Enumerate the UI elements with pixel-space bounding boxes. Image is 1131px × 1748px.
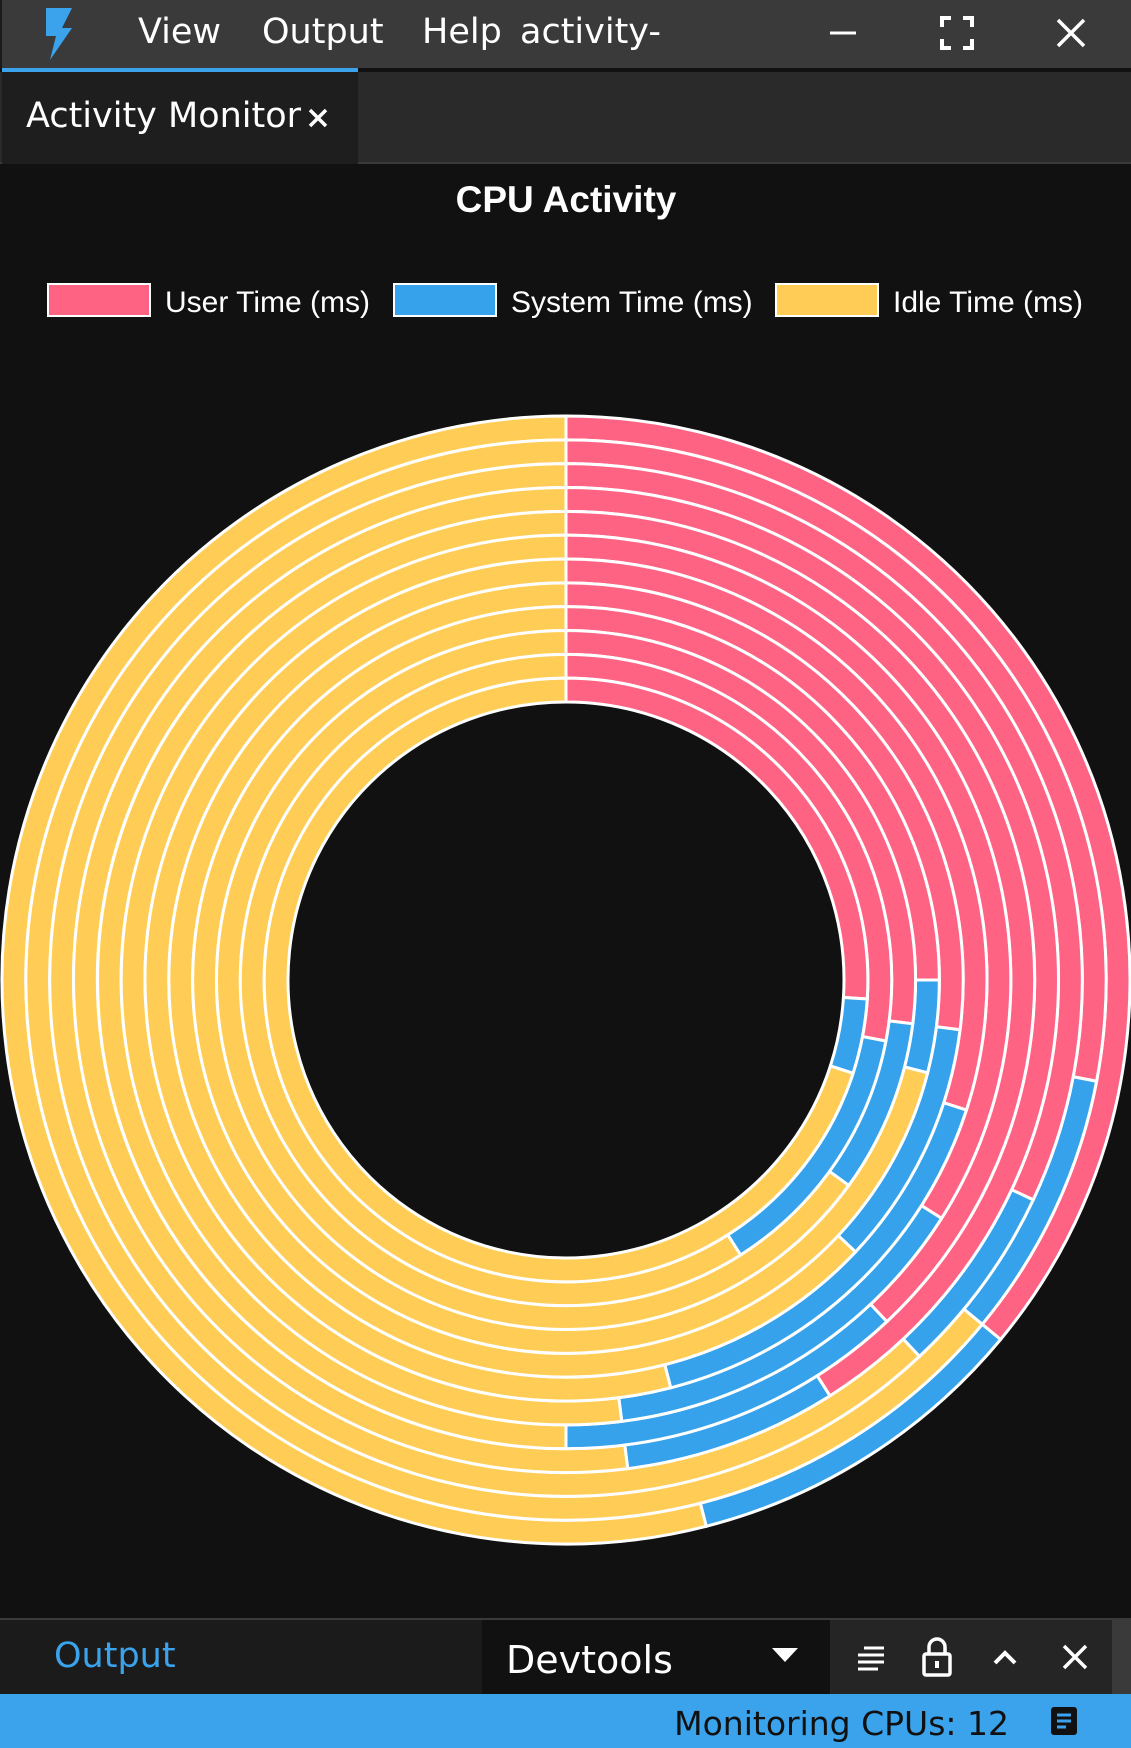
menu-view[interactable]: View — [138, 12, 222, 52]
maximize-panel-button[interactable] — [982, 1634, 1028, 1680]
minimize-icon — [830, 31, 856, 35]
menu-output[interactable]: Output — [262, 12, 384, 52]
chevron-down-icon — [772, 1648, 798, 1662]
close-icon — [1062, 1644, 1088, 1670]
legend-swatch-1[interactable] — [393, 283, 497, 317]
chart-title: CPU Activity — [456, 179, 677, 220]
legend-label-1[interactable]: System Time (ms) — [511, 286, 753, 319]
legend-swatch-0[interactable] — [47, 283, 151, 317]
lock-icon — [922, 1637, 952, 1677]
devtools-dropdown-label: Devtools — [506, 1638, 673, 1682]
tab-activity-monitor[interactable]: Activity Monitor — [2, 72, 358, 164]
chevron-up-icon — [993, 1650, 1017, 1665]
minimize-button[interactable] — [808, 6, 878, 62]
tab-close-button[interactable] — [300, 100, 336, 136]
panel-tab-output[interactable]: Output — [54, 1636, 176, 1676]
fullscreen-icon — [940, 16, 974, 50]
legend-label-0[interactable]: User Time (ms) — [165, 286, 370, 319]
chart-legend: User Time (ms) System Time (ms) Idle Time … — [47, 283, 1083, 319]
clear-output-button[interactable] — [848, 1634, 894, 1680]
close-icon — [1056, 18, 1086, 48]
panel-toolbar — [830, 1620, 1112, 1694]
devtools-dropdown[interactable]: Devtools — [482, 1620, 830, 1694]
maximize-button[interactable] — [922, 6, 992, 62]
panel-bar: Output Devtools — [0, 1618, 1131, 1694]
panel-scrollbar[interactable] — [1112, 1620, 1131, 1694]
lightning-bolt-icon — [38, 6, 78, 62]
close-panel-button[interactable] — [1052, 1634, 1098, 1680]
status-cpu-count: Monitoring CPUs: 12 — [674, 1704, 1009, 1743]
lock-scroll-button[interactable] — [914, 1634, 960, 1680]
active-menu-indicator — [2, 68, 358, 72]
menu-help[interactable]: Help — [422, 12, 502, 52]
cpu-activity-chart: CPU Activity User Time (ms) System Time (… — [0, 179, 1131, 1546]
title-bar: View Output Help activity- — [0, 0, 1131, 68]
tab-strip: Activity Monitor — [0, 72, 1131, 164]
window-title: activity- — [520, 12, 662, 52]
chart-area: CPU Activity User Time (ms) System Time (… — [0, 164, 1131, 1618]
notes-icon[interactable] — [1050, 1706, 1078, 1736]
ring-11-segment-2[interactable] — [262, 676, 855, 1284]
doughnut-rings — [0, 414, 1131, 1546]
legend-label-2[interactable]: Idle Time (ms) — [893, 286, 1083, 319]
close-window-button[interactable] — [1036, 6, 1106, 62]
tab-label: Activity Monitor — [26, 96, 302, 136]
clear-lines-icon — [858, 1646, 884, 1671]
close-icon — [308, 108, 328, 128]
legend-swatch-2[interactable] — [775, 283, 879, 317]
status-bar: Monitoring CPUs: 12 — [0, 1694, 1131, 1748]
